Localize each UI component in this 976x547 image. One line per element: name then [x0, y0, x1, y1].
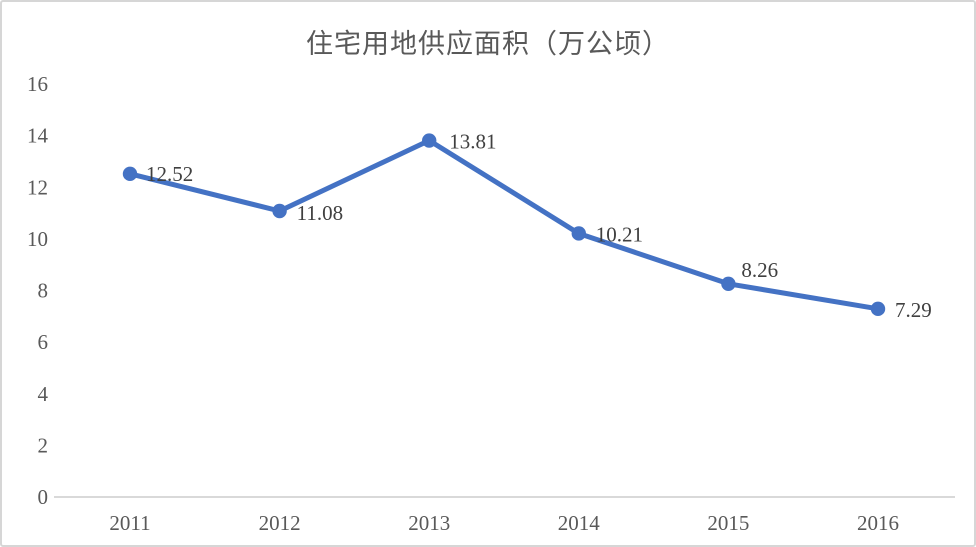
y-axis-tick-label-4: 4	[38, 382, 49, 406]
y-axis-tick-label-16: 16	[27, 72, 48, 96]
y-axis-tick-label-12: 12	[27, 175, 48, 199]
data-point-2016	[870, 301, 886, 317]
data-label-2014: 10.21	[596, 222, 643, 246]
y-axis-tick-label-0: 0	[38, 485, 49, 509]
data-label-2012: 11.08	[297, 201, 343, 225]
x-axis-tick-label-2015: 2015	[707, 511, 749, 535]
data-label-2015: 8.26	[741, 258, 778, 282]
data-point-2015	[721, 276, 736, 291]
y-axis-tick-label-2: 2	[38, 433, 49, 457]
y-axis-tick-label-14: 14	[27, 124, 49, 148]
data-label-2013: 13.81	[449, 130, 496, 154]
data-point-2013	[422, 133, 437, 148]
y-axis-tick-label-10: 10	[27, 227, 48, 251]
y-axis-tick-label-8: 8	[38, 279, 49, 303]
data-point-2012	[272, 203, 287, 219]
chart-title: 住宅用地供应面积（万公顷）	[306, 29, 670, 59]
x-axis-tick-label-2016: 2016	[857, 511, 899, 535]
data-label-2016: 7.29	[895, 298, 932, 322]
x-axis-tick-label-2014: 2014	[558, 511, 601, 535]
data-label-2011: 12.52	[146, 162, 193, 186]
x-axis-tick-label-2012: 2012	[259, 511, 301, 535]
data-point-2014	[571, 226, 586, 241]
x-axis-tick-label-2011: 2011	[109, 511, 150, 535]
series-line	[127, 138, 881, 312]
y-axis-tick-label-6: 6	[38, 330, 49, 354]
data-point-2011	[122, 166, 138, 182]
x-axis-tick-label-2013: 2013	[408, 511, 450, 535]
